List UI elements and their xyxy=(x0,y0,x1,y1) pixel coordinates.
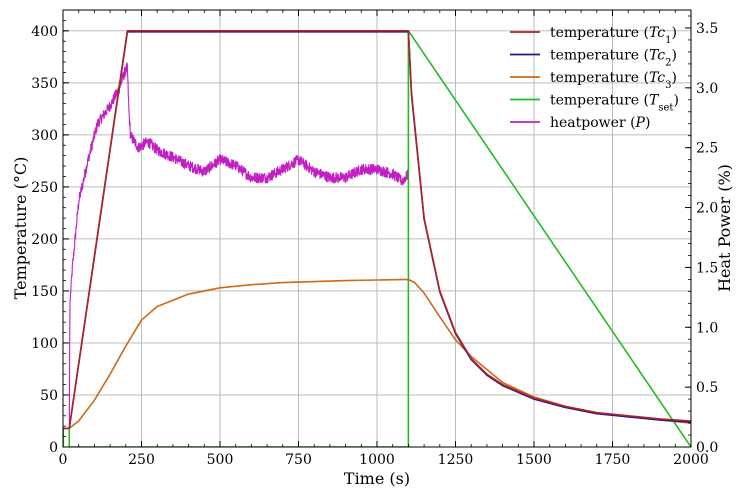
y-tick-label: 300 xyxy=(31,128,58,144)
series-layer xyxy=(63,30,691,447)
y-tick-label: 0 xyxy=(49,440,58,456)
series-line-5 xyxy=(68,62,409,436)
y-tick-label: 150 xyxy=(31,284,58,300)
x-axis-label: Time (s) xyxy=(344,469,410,488)
legend-label: temperature (Tc3) xyxy=(550,70,677,91)
y2-tick-label: 0.0 xyxy=(696,440,718,456)
x-tick-label: 500 xyxy=(207,452,234,468)
y-tick-label: 250 xyxy=(31,180,58,196)
x-tick-label: 0 xyxy=(59,452,68,468)
legend: temperature (Tc1)temperature (Tc2)temper… xyxy=(510,25,679,131)
legend-label: temperature (Tset) xyxy=(550,93,679,114)
legend-label: heatpower (P) xyxy=(550,115,650,131)
x-axis: 0 250 500 750 1000 1250 1500 1750 2000 xyxy=(59,10,709,468)
x-tick-label: 1500 xyxy=(516,452,552,468)
y-tick-label: 100 xyxy=(31,336,58,352)
y-tick-label: 50 xyxy=(40,388,58,404)
y-tick-label: 400 xyxy=(31,24,58,40)
x-tick-label: 1250 xyxy=(438,452,474,468)
y2-axis-label: Heat Power (%) xyxy=(715,164,734,292)
y-tick-label: 200 xyxy=(31,232,58,248)
y2-tick-label: 2.0 xyxy=(696,201,718,217)
x-tick-label: 1000 xyxy=(359,452,395,468)
y2-tick-label: 3.5 xyxy=(696,21,718,37)
y2-tick-label: 1.0 xyxy=(696,320,718,336)
x-tick-label: 250 xyxy=(128,452,155,468)
y-tick-label: 350 xyxy=(31,76,58,92)
y2-tick-label: 1.5 xyxy=(696,260,718,276)
y2-axis: 0.0 0.5 1.0 1.5 2.0 2.5 3.0 3.5 xyxy=(685,15,718,456)
y-axis-label: Temperature (°C) xyxy=(11,157,30,300)
y2-tick-label: 2.5 xyxy=(696,141,718,157)
legend-label: temperature (Tc1) xyxy=(550,25,677,46)
x-tick-label: 2000 xyxy=(673,452,709,468)
x-tick-label: 1750 xyxy=(595,452,631,468)
x-tick-label: 750 xyxy=(285,452,312,468)
y2-tick-label: 3.0 xyxy=(696,81,718,97)
series-line-1 xyxy=(63,30,691,430)
legend-label: temperature (Tc2) xyxy=(550,48,677,69)
y-axis: 0 50 100 150 200 250 300 350 400 xyxy=(31,9,69,456)
y2-tick-label: 0.5 xyxy=(696,380,718,396)
